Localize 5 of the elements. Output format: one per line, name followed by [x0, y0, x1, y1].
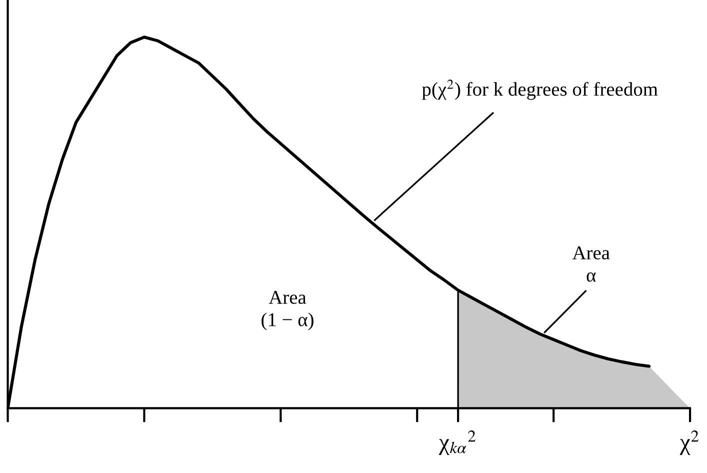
- annotation: Area (1 − α): [262, 290, 314, 330]
- annotation: Area α: [572, 246, 610, 282]
- x-tick-label: χ$_{kα}$$^{2}$: [438, 430, 476, 455]
- x-tick-label: χ$^{2}$: [680, 430, 699, 455]
- annotation: p(χ$^{2}$) for k degrees of freedom: [422, 80, 658, 100]
